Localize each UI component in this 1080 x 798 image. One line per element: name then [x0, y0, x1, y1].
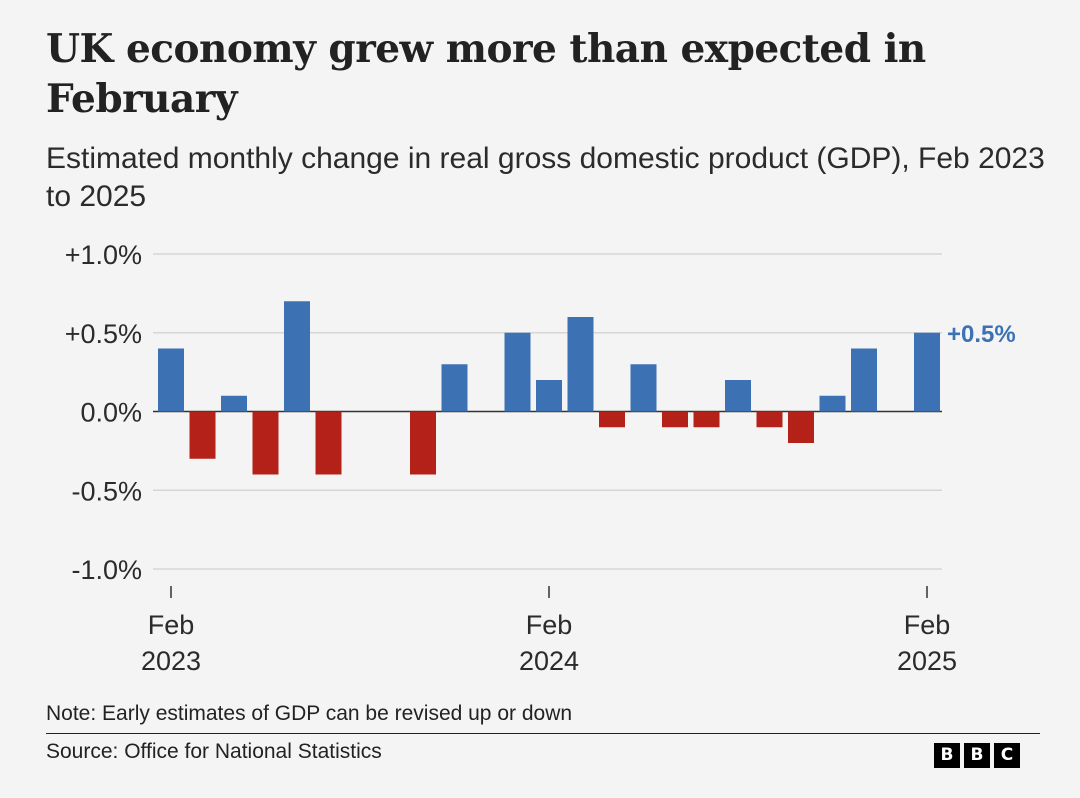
bar	[693, 411, 720, 428]
y-tick-label: +1.0%	[65, 240, 142, 270]
bar	[315, 411, 342, 475]
x-tick-label: Feb	[148, 610, 195, 640]
bbc-logo: B B C	[934, 743, 1020, 768]
bar	[599, 411, 625, 428]
bar	[851, 348, 877, 412]
bar	[252, 411, 279, 475]
bar	[536, 380, 562, 412]
y-tick-label: 0.0%	[80, 398, 142, 428]
value-annotation: +0.5%	[947, 321, 1016, 348]
bar	[819, 395, 846, 412]
footer-divider	[46, 733, 1040, 734]
gdp-bar-chart: +1.0% +0.5% 0.0% -0.5% -1.0% +0.5% Feb 2023 Feb 2…	[65, 240, 1016, 676]
bar	[221, 395, 247, 412]
bar	[284, 301, 310, 412]
x-tick-label: 2024	[519, 646, 579, 676]
source-credit: Source: Office for National Statistics	[46, 740, 382, 763]
x-tick-label: 2023	[141, 646, 201, 676]
x-tick-label: Feb	[904, 610, 951, 640]
bar	[504, 332, 531, 412]
bar	[189, 411, 216, 459]
bbc-logo-letter: B	[934, 743, 960, 768]
bar	[756, 411, 783, 428]
y-tick-label: -0.5%	[71, 476, 142, 506]
bar	[914, 332, 940, 412]
bar	[158, 348, 184, 412]
chart-note: Note: Early estimates of GDP can be revi…	[46, 702, 573, 725]
bar	[567, 317, 594, 412]
bar	[410, 411, 436, 475]
y-tick-label: +0.5%	[65, 319, 142, 349]
x-tick-label: 2025	[897, 646, 957, 676]
bar	[788, 411, 814, 443]
chart-subtitle: Estimated monthly change in real gross d…	[46, 142, 1045, 213]
bar	[725, 380, 751, 412]
bbc-logo-letter: B	[964, 743, 990, 768]
bbc-logo-letter: C	[994, 743, 1020, 768]
bar	[662, 411, 688, 428]
y-tick-label: -1.0%	[71, 555, 142, 585]
bar	[630, 364, 657, 412]
x-tick-label: Feb	[526, 610, 573, 640]
bar	[441, 364, 468, 412]
chart-title: UK economy grew more than expected in Fe…	[46, 26, 926, 122]
